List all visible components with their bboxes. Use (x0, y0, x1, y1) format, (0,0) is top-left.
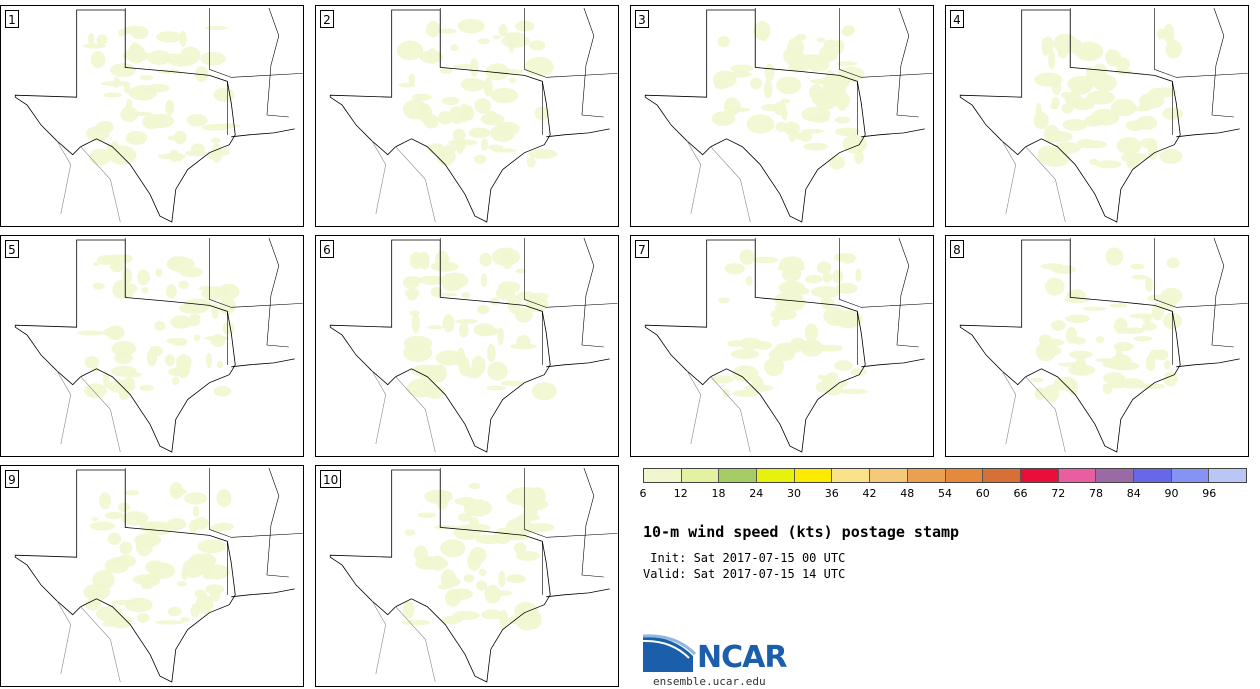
member-label: 5 (5, 240, 19, 258)
colorbar-swatch (945, 469, 984, 482)
plot-title: 10-m wind speed (kts) postage stamp (643, 523, 960, 541)
colorbar-swatch (832, 469, 871, 482)
colorbar-tick-label: 72 (1051, 487, 1066, 500)
colorbar-tick-label: 18 (711, 487, 726, 500)
colorbar (643, 468, 1247, 483)
colorbar-tick-label: 24 (749, 487, 764, 500)
member-panel-2: 2 (315, 5, 619, 227)
member-label: 4 (950, 10, 964, 28)
colorbar-tick-label: 78 (1089, 487, 1103, 500)
colorbar-tick-label: 60 (975, 487, 990, 500)
colorbar-swatch (1096, 469, 1134, 482)
colorbar-tick-label: 84 (1126, 487, 1141, 500)
colorbar-swatch (1133, 469, 1172, 482)
member-panel-10: 10 (315, 465, 619, 687)
map-graphic (959, 237, 1248, 453)
ncar-logo-icon (643, 634, 697, 672)
map-graphic (329, 7, 618, 223)
colorbar-swatch (719, 469, 758, 482)
member-panel-1: 1 (0, 5, 304, 227)
colorbar-tick-label: 42 (862, 487, 877, 500)
colorbar-tick-label: 36 (824, 487, 839, 500)
member-label: 3 (635, 10, 649, 28)
colorbar-tick-label: 90 (1164, 487, 1179, 500)
member-label: 1 (5, 10, 19, 28)
map-graphic (14, 467, 303, 683)
colorbar-tick-label: 12 (673, 487, 688, 500)
colorbar-tick-label: 6 (639, 487, 647, 500)
member-label: 10 (320, 470, 342, 488)
colorbar-swatch (757, 469, 795, 482)
member-label: 9 (5, 470, 19, 488)
member-panel-9: 9 (0, 465, 304, 687)
member-label: 7 (635, 240, 649, 258)
colorbar-tick-label: 96 (1202, 487, 1217, 500)
ncar-logo-text: NCAR (697, 640, 787, 675)
member-panel-8: 8 (945, 235, 1249, 457)
colorbar-ticks: 6 12 18 24 30 36 42 48 54 60 66 72 78 84 90 96 (639, 487, 1247, 501)
colorbar-swatch (1058, 469, 1097, 482)
map-graphic (329, 467, 618, 683)
colorbar-swatch (1171, 469, 1210, 482)
colorbar-tick-label: 54 (938, 487, 952, 500)
colorbar-tick-label: 48 (900, 487, 915, 500)
member-panel-4: 4 (945, 5, 1249, 227)
member-label: 6 (320, 240, 334, 258)
map-graphic (644, 237, 933, 453)
map-graphic (644, 7, 933, 223)
map-graphic (14, 237, 303, 453)
colorbar-tick-label: 66 (1013, 487, 1028, 500)
member-panel-5: 5 (0, 235, 304, 457)
colorbar-swatch (983, 469, 1021, 482)
logo-url: ensemble.ucar.edu (653, 675, 766, 688)
member-panel-7: 7 (630, 235, 934, 457)
member-label: 2 (320, 10, 334, 28)
colorbar-swatch (1209, 469, 1246, 482)
map-graphic (14, 7, 303, 223)
colorbar-swatch (644, 469, 682, 482)
member-panel-3: 3 (630, 5, 934, 227)
init-time: Init: Sat 2017-07-15 00 UTC (643, 551, 846, 565)
map-graphic (959, 7, 1248, 223)
map-graphic (329, 237, 618, 453)
member-label: 8 (950, 240, 964, 258)
colorbar-swatch (870, 469, 908, 482)
colorbar-swatch (1020, 469, 1059, 482)
colorbar-swatch (907, 469, 946, 482)
colorbar-swatch (681, 469, 720, 482)
member-panel-6: 6 (315, 235, 619, 457)
colorbar-swatch (794, 469, 833, 482)
colorbar-tick-label: 30 (787, 487, 801, 500)
valid-time: Valid: Sat 2017-07-15 14 UTC (643, 567, 846, 581)
